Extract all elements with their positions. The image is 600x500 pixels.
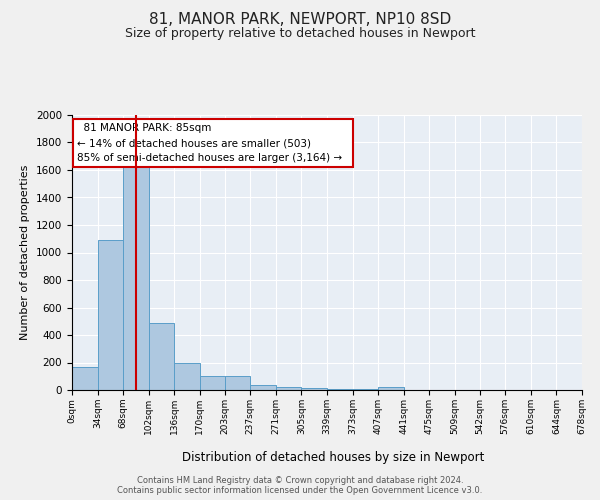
Text: Contains public sector information licensed under the Open Government Licence v3: Contains public sector information licen… [118,486,482,495]
Bar [149,324,175,390]
Bar [327,388,353,390]
Text: Contains HM Land Registry data © Crown copyright and database right 2024.: Contains HM Land Registry data © Crown c… [137,476,463,485]
Bar [175,362,200,390]
Bar [123,167,149,390]
Bar [98,240,123,390]
Y-axis label: Number of detached properties: Number of detached properties [20,165,31,340]
Bar [301,388,327,390]
Bar [72,368,98,390]
Text: 81 MANOR PARK: 85sqm
← 14% of detached houses are smaller (503)
85% of semi-deta: 81 MANOR PARK: 85sqm ← 14% of detached h… [77,123,349,163]
Text: 81, MANOR PARK, NEWPORT, NP10 8SD: 81, MANOR PARK, NEWPORT, NP10 8SD [149,12,451,28]
Bar [378,387,404,390]
Bar [224,376,250,390]
Text: Size of property relative to detached houses in Newport: Size of property relative to detached ho… [125,28,475,40]
Bar [276,386,301,390]
Text: Distribution of detached houses by size in Newport: Distribution of detached houses by size … [182,451,484,464]
Bar [250,384,276,390]
Bar [200,376,224,390]
